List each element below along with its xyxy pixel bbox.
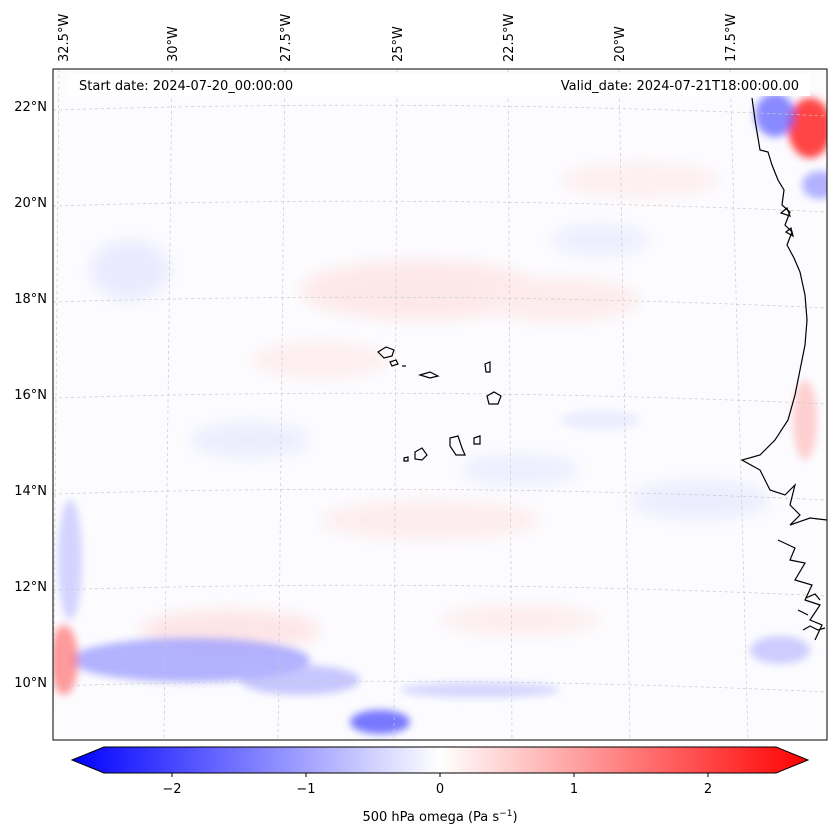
- colorbar-label: 500 hPa omega (Pa s−1): [362, 809, 517, 825]
- coastlines: [377, 97, 827, 641]
- convective-band: [53, 410, 810, 734]
- positive-omega-areas: [140, 162, 720, 650]
- header-box: [68, 74, 810, 96]
- colorbar-tick-neg2: −2: [162, 782, 181, 797]
- lon-label-30w: 30°W: [166, 26, 181, 62]
- colorbar-bar: [70, 746, 810, 774]
- start-date: Start date: 2024-07-20_00:00:00: [79, 79, 293, 94]
- fogo-island: [414, 447, 428, 461]
- lat-label-18n: 18°N: [14, 292, 47, 307]
- sao-vicente-island: [389, 359, 399, 367]
- lat-label-22n: 22°N: [14, 100, 47, 115]
- sal-island: [484, 361, 491, 373]
- map-panel: Start date: 2024-07-20_00:00:00 Valid_da…: [52, 68, 828, 741]
- lat-label-14n: 14°N: [14, 484, 47, 499]
- colorbar-tick-2: 2: [704, 782, 712, 797]
- negative-omega-areas: [90, 224, 770, 520]
- lon-label-17-5w: 17.5°W: [724, 14, 739, 62]
- lon-label-22-5w: 22.5°W: [502, 14, 517, 62]
- gridlines: [53, 69, 827, 740]
- latitude-labels: 22°N 20°N 18°N 16°N 14°N 12°N 10°N: [14, 100, 47, 691]
- longitude-labels: 32.5°W 30°W 27.5°W 25°W 22.5°W 20°W 17.5…: [57, 14, 739, 62]
- omega-field: [53, 93, 827, 734]
- lon-label-32-5w: 32.5°W: [57, 14, 72, 62]
- lat-label-10n: 10°N: [14, 676, 47, 691]
- valid-date: Valid_date: 2024-07-21T18:00:00.00: [561, 79, 799, 94]
- colorbar-tick-neg1: −1: [296, 782, 315, 797]
- maio-island: [473, 435, 481, 445]
- africa-coastline: [740, 97, 827, 526]
- sao-nicolau-island: [417, 371, 440, 379]
- colorbar-tick-1: 1: [570, 782, 578, 797]
- lat-label-12n: 12°N: [14, 580, 47, 595]
- lon-label-25w: 25°W: [391, 26, 406, 62]
- lat-label-20n: 20°N: [14, 196, 47, 211]
- brava-island: [403, 456, 409, 462]
- boa-vista-island: [486, 391, 502, 405]
- colorbar-tick-0: 0: [436, 782, 444, 797]
- lat-label-16n: 16°N: [14, 388, 47, 403]
- colorbar-tick-marks: [171, 773, 709, 777]
- map-frame: [52, 68, 828, 741]
- lon-label-27-5w: 27.5°W: [279, 14, 294, 62]
- santiago-island: [449, 435, 466, 456]
- santo-antao-island: [377, 346, 395, 359]
- dipole-feature: [755, 93, 827, 460]
- colorbar: −2 −1 0 1 2 500 hPa omega (Pa s−1): [70, 746, 810, 825]
- lon-label-20w: 20°W: [613, 26, 628, 62]
